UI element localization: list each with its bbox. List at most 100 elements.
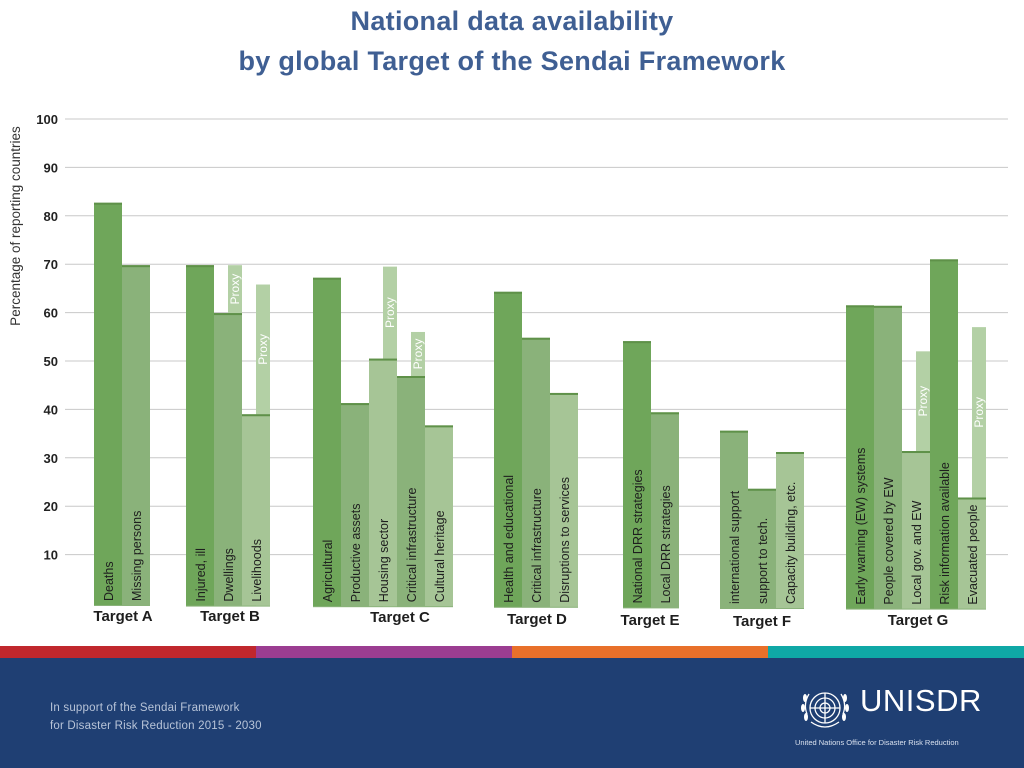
bar-top-edge bbox=[651, 412, 679, 415]
target-group-label: Target B bbox=[200, 608, 260, 625]
target-group-label: Target F bbox=[733, 613, 791, 630]
y-tick-label: 80 bbox=[44, 209, 58, 224]
y-tick-label: 50 bbox=[44, 354, 58, 369]
footer-band: In support of the Sendai Framework for D… bbox=[0, 658, 1024, 768]
bar bbox=[425, 425, 453, 607]
proxy-label: Proxy bbox=[256, 334, 270, 365]
target-group-label: Target C bbox=[370, 609, 430, 626]
bar bbox=[846, 305, 874, 609]
bar-category-label: National DRR strategies bbox=[631, 469, 645, 603]
stripe-red bbox=[0, 646, 256, 658]
bar-category-label: Deaths bbox=[102, 561, 116, 601]
bar bbox=[522, 337, 550, 607]
bar-category-label: Housing sector bbox=[377, 519, 391, 602]
bar bbox=[94, 202, 122, 605]
bar-category-label: Risk information available bbox=[938, 462, 952, 604]
chart-bars bbox=[94, 202, 986, 610]
stripe-orange bbox=[512, 646, 768, 658]
target-group-label: Target D bbox=[507, 611, 567, 628]
un-emblem-icon bbox=[801, 692, 849, 728]
bar-top-edge bbox=[776, 451, 804, 454]
bar-chart: 10 20 30 40 50 60 70 80 90 100 Deaths Missing perso… bbox=[8, 112, 1008, 630]
proxy-label: Proxy bbox=[411, 339, 425, 370]
bar-category-label: Health and educational bbox=[502, 475, 516, 603]
bar bbox=[341, 403, 369, 607]
bar-category-label: Local DRR strategies bbox=[659, 485, 673, 603]
bar-category-label: Missing persons bbox=[130, 511, 144, 601]
y-tick-label: 40 bbox=[44, 402, 58, 417]
bar-category-label: Early warning (EW) systems bbox=[854, 448, 868, 605]
y-axis-title: Percentage of reporting countries bbox=[8, 126, 23, 326]
bar bbox=[397, 376, 425, 607]
proxy-label: Proxy bbox=[972, 397, 986, 428]
y-tick-label: 10 bbox=[44, 548, 58, 563]
bar-top-edge bbox=[623, 341, 651, 344]
y-tick-label: 20 bbox=[44, 499, 58, 514]
stripe-purple bbox=[256, 646, 512, 658]
bar-category-label: Agricultural bbox=[321, 540, 335, 603]
bar-top-edge bbox=[930, 259, 958, 262]
bar bbox=[930, 259, 958, 609]
bar-category-label: support to tech. bbox=[756, 518, 770, 604]
y-tick-label: 100 bbox=[36, 112, 58, 127]
bar-category-label: Injured, ill bbox=[194, 548, 208, 602]
target-group-label: Target E bbox=[621, 612, 680, 629]
bar-top-edge bbox=[214, 313, 242, 316]
bar bbox=[313, 277, 341, 607]
bar bbox=[776, 451, 804, 608]
bar-category-label: Productive assets bbox=[349, 504, 363, 603]
bar-top-edge bbox=[874, 305, 902, 308]
bar-category-label: Dwellings bbox=[222, 548, 236, 602]
bar-category-label: Evacuated people bbox=[966, 504, 980, 604]
bar-category-label: People covered by EW bbox=[882, 477, 896, 604]
bar bbox=[369, 358, 397, 607]
bar bbox=[874, 305, 902, 609]
target-group-label: Target A bbox=[93, 608, 152, 625]
bar-top-edge bbox=[341, 403, 369, 406]
bar-top-edge bbox=[369, 358, 397, 361]
bar bbox=[958, 497, 986, 609]
chart-labels: 10 20 30 40 50 60 70 80 90 100 Deaths Missing perso… bbox=[36, 112, 986, 630]
bar bbox=[550, 392, 578, 607]
y-tick-label: 60 bbox=[44, 306, 58, 321]
bar-top-edge bbox=[242, 414, 270, 417]
bar bbox=[651, 412, 679, 608]
bar-top-edge bbox=[313, 277, 341, 280]
bar-category-label: Disruptions to services bbox=[558, 477, 572, 603]
bar-top-edge bbox=[397, 376, 425, 379]
bar-top-edge bbox=[748, 488, 776, 491]
bar bbox=[214, 313, 242, 606]
bar bbox=[494, 291, 522, 607]
bar-category-label: international support bbox=[728, 490, 742, 604]
bar bbox=[748, 488, 776, 608]
bar-top-edge bbox=[550, 392, 578, 395]
stripe-teal bbox=[768, 646, 1024, 658]
unisdr-subtitle: United Nations Office for Disaster Risk … bbox=[795, 738, 959, 747]
footer-tagline-line-2: for Disaster Risk Reduction 2015 - 2030 bbox=[50, 720, 262, 732]
bar-top-edge bbox=[846, 305, 874, 308]
bar-top-edge bbox=[720, 430, 748, 433]
bar-category-label: Local gov. and EW bbox=[910, 500, 924, 604]
bar-category-label: Cultural heritage bbox=[433, 510, 447, 602]
chart-title-line-2: by global Target of the Sendai Framework bbox=[238, 46, 786, 76]
bar bbox=[720, 430, 748, 608]
target-group-label: Target G bbox=[888, 612, 949, 629]
bar-top-edge bbox=[425, 425, 453, 428]
unisdr-logo-text: UNISDR bbox=[860, 683, 982, 718]
bar bbox=[242, 414, 270, 606]
chart-title-line-1: National data availability bbox=[350, 6, 674, 36]
bar bbox=[122, 265, 150, 605]
y-tick-label: 90 bbox=[44, 160, 58, 175]
bar-top-edge bbox=[186, 265, 214, 268]
proxy-label: Proxy bbox=[916, 386, 930, 417]
y-tick-label: 30 bbox=[44, 451, 58, 466]
bar-top-edge bbox=[522, 337, 550, 340]
proxy-label: Proxy bbox=[228, 274, 242, 305]
y-tick-label: 70 bbox=[44, 257, 58, 272]
bar-category-label: Livelihoods bbox=[250, 539, 264, 602]
bar bbox=[623, 341, 651, 608]
footer-tagline-line-1: In support of the Sendai Framework bbox=[50, 702, 240, 714]
bar-category-label: Critical infrastructure bbox=[405, 488, 419, 603]
bar bbox=[902, 451, 930, 609]
bar-category-label: Capacity building, etc. bbox=[784, 482, 798, 604]
